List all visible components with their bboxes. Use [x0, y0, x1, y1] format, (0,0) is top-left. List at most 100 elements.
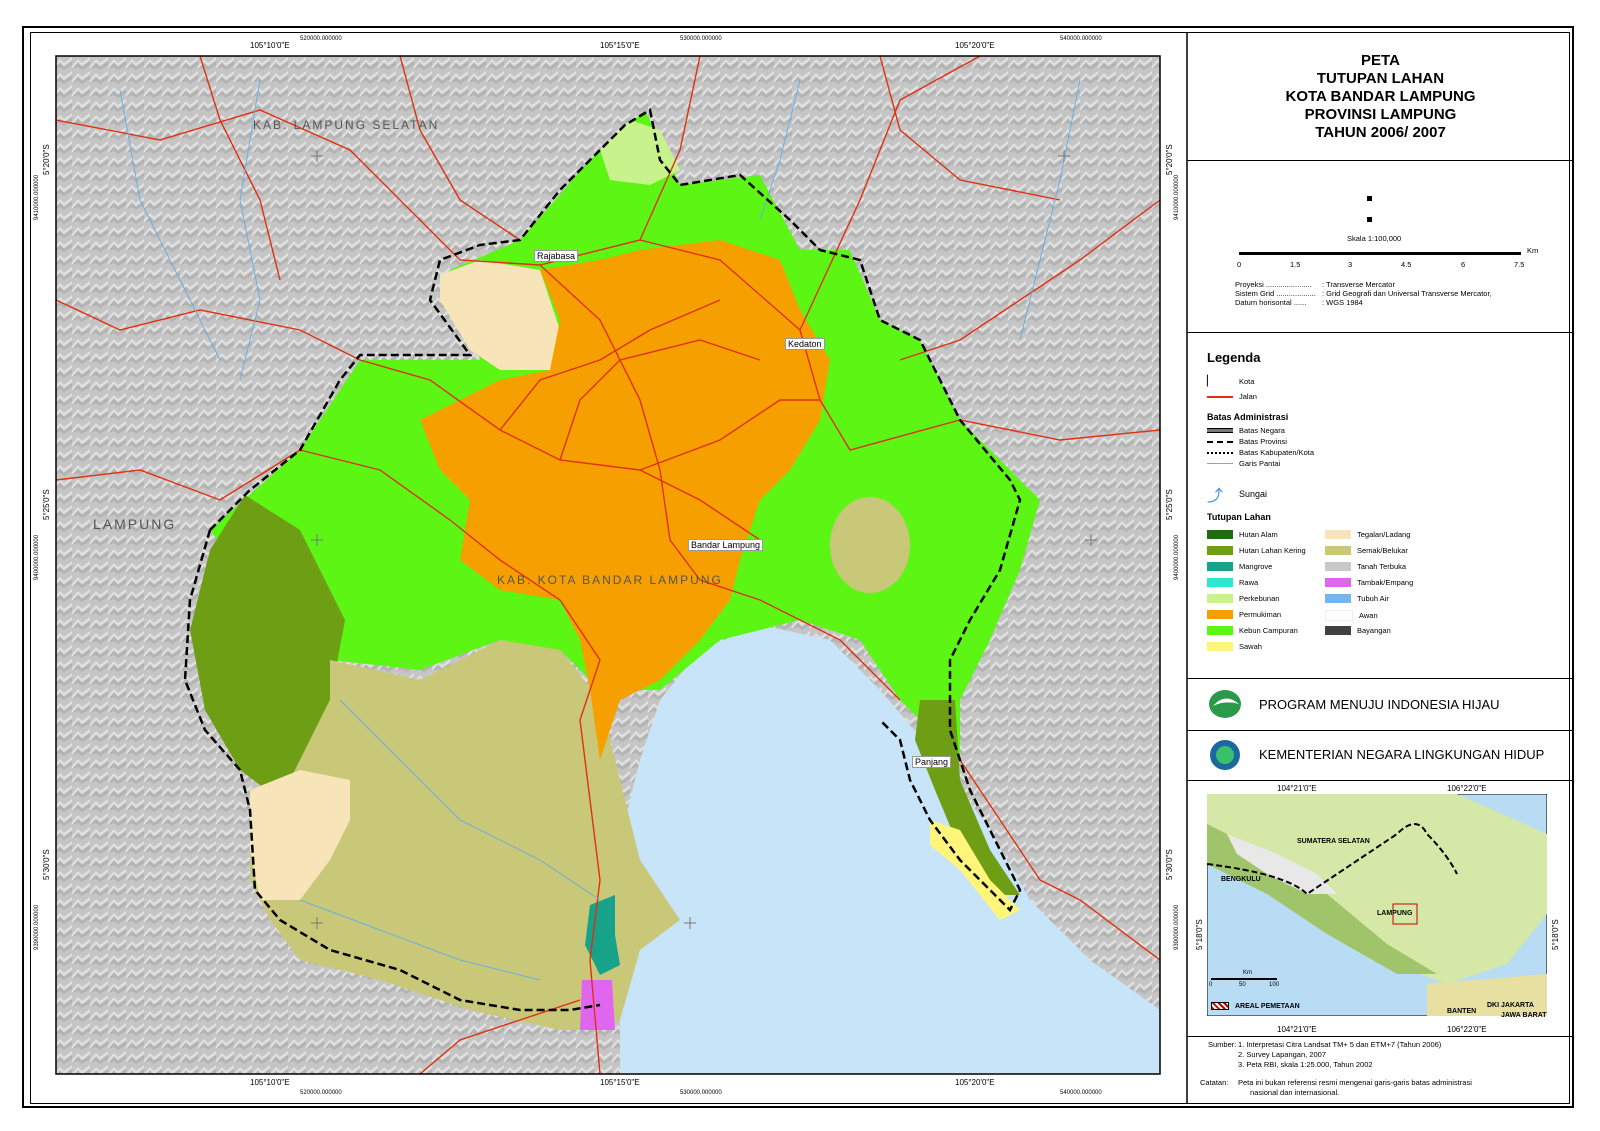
legend-tambak: Tambak/Empang: [1325, 578, 1413, 587]
legend-kota-label: Kota: [1239, 377, 1255, 386]
road-network: [56, 56, 1160, 1074]
legend-panel: Legenda ▏ Kota Jalan Batas Administrasi B…: [1187, 332, 1574, 679]
legend-batas-kab: Batas Kabupaten/Kota: [1207, 448, 1314, 457]
swatch-icon: [1207, 642, 1233, 651]
legend-tubuh-air: Tubuh Air: [1325, 594, 1389, 603]
region-label-kota: KAB. KOTA BANDAR LAMPUNG: [497, 573, 723, 587]
legend-kebun-campuran: Kebun Campuran: [1207, 626, 1298, 635]
road-line-icon: [1207, 395, 1233, 398]
inset-map: [1207, 794, 1547, 1016]
legend-mangrove: Mangrove: [1207, 562, 1272, 571]
left-utm-2: 9400000.000000: [34, 534, 40, 580]
legend-sungai: ⤴ Sungai: [1207, 482, 1267, 506]
batas-kab-label: Batas Kabupaten/Kota: [1239, 448, 1315, 457]
legend-garis-pantai: Garis Pantai: [1207, 459, 1280, 468]
hutan-lahan-kering-east: [915, 700, 1020, 895]
title-line-4: PROVINSI LAMPUNG: [1304, 106, 1457, 123]
proj-key-1: Sistem Grid ...................: [1235, 289, 1316, 298]
legend-bayangan: Bayangan: [1325, 626, 1391, 635]
city-label-kedaton: Kedaton: [785, 338, 825, 350]
sawah-east: [930, 820, 1020, 920]
proj-val-0: : Transverse Mercator: [1322, 280, 1395, 289]
swatch-icon: [1207, 578, 1233, 587]
legend-label: Awan: [1359, 611, 1378, 620]
left-coord-2: 5°25'0"S: [42, 489, 51, 520]
top-coord-1: 105°10'0"E: [250, 41, 290, 50]
catatan-1: Peta ini bukan referensi resmi mengenai …: [1238, 1078, 1472, 1087]
inset-panel: 104°21'0"E 106°22'0"E SUMATERA SELATAN B…: [1187, 780, 1574, 1037]
region-label-lampung: LAMPUNG: [93, 516, 177, 532]
scale-tick-0: 0: [1237, 260, 1242, 269]
scale-tick-4: 6: [1461, 260, 1466, 269]
hutan-lahan-kering-west: [190, 495, 345, 800]
legend-sungai-label: Sungai: [1239, 489, 1268, 499]
legend-jalan: Jalan: [1207, 392, 1257, 401]
inset-areal: AREAL PEMETAAN: [1211, 1002, 1300, 1010]
batas-provinsi-icon: [1207, 440, 1233, 443]
legend-permukiman: Permukiman: [1207, 610, 1281, 619]
inset-scale-bar: [1211, 978, 1277, 980]
top-utm-3: 540000.000000: [1060, 36, 1102, 42]
inset-label-bengkulu: BENGKULU: [1221, 876, 1261, 883]
inset-bottom-coord-2: 106°22'0"E: [1447, 1025, 1487, 1034]
scale-tick-5: 7.5: [1514, 260, 1525, 269]
legend-label: Bayangan: [1357, 626, 1391, 635]
tegalan-south: [250, 770, 350, 900]
title-line-1: PETA: [1361, 52, 1400, 69]
legend-label: Rawa: [1239, 578, 1259, 587]
program-panel-1: PROGRAM MENUJU INDONESIA HIJAU: [1187, 678, 1574, 731]
inset-right-coord: 5°18'0"S: [1551, 919, 1560, 950]
scale-tick-3: 4.5: [1401, 260, 1412, 269]
proj-val-2: : WGS 1984: [1322, 298, 1363, 307]
swatch-icon: [1207, 626, 1233, 635]
swatch-icon: [1207, 530, 1233, 539]
grid-crosses: [311, 150, 1097, 929]
inner-frame: [30, 32, 1570, 1104]
right-coord-2: 5°25'0"S: [1165, 489, 1174, 520]
swatch-icon: [1325, 562, 1351, 571]
swatch-icon: [1325, 626, 1351, 635]
legend-kota: ▏ Kota: [1207, 376, 1254, 387]
legend-batas-provinsi: Batas Provinsi: [1207, 437, 1287, 446]
inset-label-lampung: LAMPUNG: [1377, 910, 1413, 917]
bottom-coord-2: 105°15'0"E: [600, 1078, 640, 1087]
batas-negara-label: Batas Negara: [1239, 426, 1285, 435]
river-icon: ⤴: [1207, 488, 1224, 505]
garis-pantai-icon: [1207, 463, 1233, 464]
legend-hutan-lahan-kering: Hutan Lahan Kering: [1207, 546, 1306, 555]
inset-top-coord-1: 104°21'0"E: [1277, 784, 1317, 793]
batas-provinsi-label: Batas Provinsi: [1239, 437, 1287, 446]
right-coord-3: 5°30'0"S: [1165, 849, 1174, 880]
swatch-icon: [1325, 578, 1351, 587]
legend-label: Permukiman: [1239, 610, 1282, 619]
sumber-3: 3. Peta RBI, skala 1:25.000, Tahun 2002: [1238, 1060, 1373, 1069]
scale-tick-2: 3: [1348, 260, 1353, 269]
top-coord-3: 105°20'0"E: [955, 41, 995, 50]
swatch-icon: [1207, 562, 1233, 571]
inset-label-jakarta: DKI JAKARTA: [1487, 1002, 1534, 1009]
title-panel: PETA TUTUPAN LAHAN KOTA BANDAR LAMPUNG P…: [1187, 32, 1574, 161]
mangrove-area: [585, 895, 620, 975]
legend-label: Semak/Belukar: [1357, 546, 1408, 555]
legend-awan: Awan: [1325, 610, 1378, 621]
inset-label-banten: BANTEN: [1447, 1008, 1477, 1015]
bottom-coord-1: 105°10'0"E: [250, 1078, 290, 1087]
swatch-icon: [1207, 594, 1233, 603]
city-label-panjang: Panjang: [912, 756, 952, 768]
areal-hatch-icon: [1211, 1002, 1229, 1010]
legend-label: Hutan Lahan Kering: [1239, 546, 1306, 555]
tegalan-north: [440, 260, 570, 370]
inset-areal-label: AREAL PEMETAAN: [1235, 1002, 1300, 1010]
catatan-label: Catatan:: [1200, 1078, 1229, 1087]
title-line-2: TUTUPAN LAHAN: [1316, 70, 1445, 87]
sumber-1: 1. Interpretasi Citra Landsat TM+ 5 dan …: [1238, 1040, 1442, 1049]
program-label-2: KEMENTERIAN NEGARA LINGKUNGAN HIDUP: [1259, 747, 1545, 762]
perkebunan-north: [600, 120, 680, 185]
sumber-label: Sumber:: [1208, 1040, 1237, 1049]
bottom-coord-3: 105°20'0"E: [955, 1078, 995, 1087]
proj-key-0: Proyeksi ......................: [1235, 280, 1312, 289]
swatch-icon: [1325, 610, 1353, 621]
title-line-3: KOTA BANDAR LAMPUNG: [1285, 88, 1476, 105]
swatch-icon: [1325, 530, 1351, 539]
top-utm-1: 520000.000000: [300, 36, 342, 42]
